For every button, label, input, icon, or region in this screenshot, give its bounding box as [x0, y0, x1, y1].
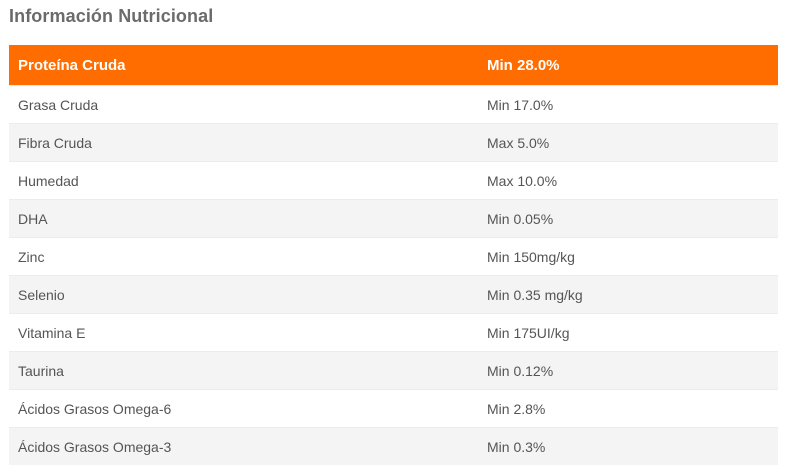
nutrient-value: Max 10.0%	[487, 172, 558, 189]
nutrient-name: Humedad	[18, 172, 79, 189]
table-row: Ácidos Grasos Omega-6 Min 2.8%	[9, 389, 778, 427]
nutrient-name: Grasa Cruda	[18, 96, 99, 113]
table-row: Vitamina E Min 175UI/kg	[9, 313, 778, 351]
nutrient-value: Max 5.0%	[487, 134, 550, 151]
table-row: Ácidos Grasos Omega-3 Min 0.3%	[9, 427, 778, 465]
table-row: DHA Min 0.05%	[9, 199, 778, 237]
nutrient-name: Ácidos Grasos Omega-3	[18, 438, 172, 455]
nutrient-value: Min 0.35 mg/kg	[487, 286, 583, 303]
nutrient-value: Min 17.0%	[487, 96, 554, 113]
nutrient-name: DHA	[18, 210, 48, 227]
table-row: Taurina Min 0.12%	[9, 351, 778, 389]
nutrient-value: Min 175UI/kg	[487, 324, 570, 341]
nutrient-name: Zinc	[18, 248, 45, 265]
table-row: Selenio Min 0.35 mg/kg	[9, 275, 778, 313]
nutrient-name: Fibra Cruda	[18, 134, 92, 151]
nutrition-table: Proteína Cruda Min 28.0% Grasa Cruda Min…	[9, 45, 778, 465]
nutrient-value: Min 0.3%	[487, 438, 546, 455]
nutrient-name: Taurina	[18, 362, 64, 379]
nutrient-name: Proteína Cruda	[18, 56, 126, 74]
nutrient-value: Min 28.0%	[487, 56, 560, 74]
nutrient-name: Selenio	[18, 286, 65, 303]
table-header-row: Proteína Cruda Min 28.0%	[9, 45, 778, 85]
table-row: Zinc Min 150mg/kg	[9, 237, 778, 275]
nutrient-value: Min 0.05%	[487, 210, 554, 227]
table-row: Grasa Cruda Min 17.0%	[9, 85, 778, 123]
nutrient-value: Min 0.12%	[487, 362, 554, 379]
nutrient-name: Vitamina E	[18, 324, 86, 341]
table-row: Fibra Cruda Max 5.0%	[9, 123, 778, 161]
page-title: Información Nutricional	[9, 6, 214, 26]
nutrient-name: Ácidos Grasos Omega-6	[18, 400, 172, 417]
nutrient-value: Min 2.8%	[487, 400, 546, 417]
table-row: Humedad Max 10.0%	[9, 161, 778, 199]
nutrient-value: Min 150mg/kg	[487, 248, 575, 265]
